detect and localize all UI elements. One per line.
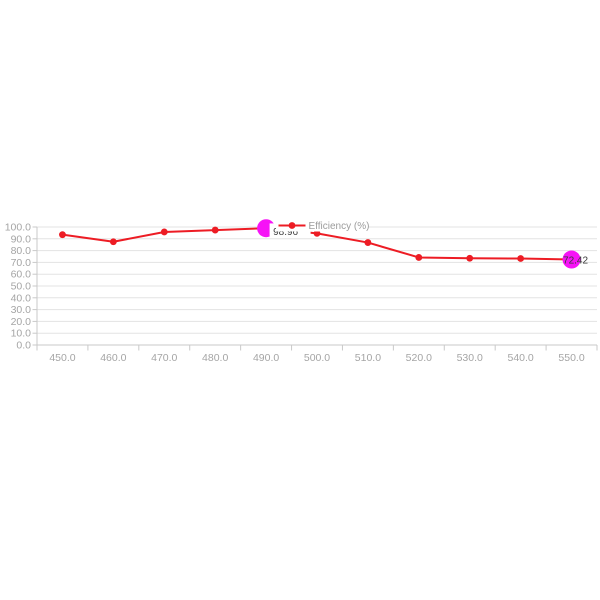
x-tick-label: 530.0 xyxy=(457,352,483,364)
data-label: 72.42 xyxy=(563,255,588,266)
y-tick-label: 80.0 xyxy=(11,245,32,257)
y-tick-label: 90.0 xyxy=(11,233,32,245)
y-tick-label: 100.0 xyxy=(5,222,31,234)
data-label: 98.96 xyxy=(273,227,298,238)
data-point-marker[interactable] xyxy=(211,226,219,234)
x-tick-label: 470.0 xyxy=(151,352,177,364)
y-tick-label: 30.0 xyxy=(11,304,32,316)
x-tick-label: 500.0 xyxy=(304,352,330,364)
x-tick-label: 490.0 xyxy=(253,352,279,364)
y-tick-label: 20.0 xyxy=(11,316,32,328)
legend-label[interactable]: Efficiency (%) xyxy=(309,221,370,232)
y-tick-label: 40.0 xyxy=(11,292,32,304)
x-tick-label: 450.0 xyxy=(49,352,75,364)
x-tick-label: 550.0 xyxy=(558,352,584,364)
x-tick-label: 520.0 xyxy=(406,352,432,364)
x-tick-label: 540.0 xyxy=(507,352,533,364)
y-tick-label: 0.0 xyxy=(16,340,31,352)
data-point-marker[interactable] xyxy=(517,255,525,262)
y-tick-label: 10.0 xyxy=(11,328,32,340)
y-tick-label: 60.0 xyxy=(11,269,32,281)
y-tick-label: 70.0 xyxy=(11,257,32,269)
data-point-marker[interactable] xyxy=(415,254,423,261)
y-tick-label: 50.0 xyxy=(11,281,32,293)
legend-background xyxy=(276,216,368,232)
data-point-marker[interactable] xyxy=(59,231,66,239)
data-point-marker[interactable] xyxy=(466,254,474,262)
data-point-marker[interactable] xyxy=(364,239,372,246)
x-tick-label: 480.0 xyxy=(202,352,228,364)
highlighted-point[interactable] xyxy=(562,250,581,269)
data-point-marker[interactable] xyxy=(109,238,117,246)
x-tick-label: 460.0 xyxy=(100,352,126,364)
data-point-marker[interactable] xyxy=(160,228,168,236)
legend-marker-icon xyxy=(288,222,296,229)
data-point-marker[interactable] xyxy=(313,229,321,237)
x-tick-label: 510.0 xyxy=(355,352,381,364)
